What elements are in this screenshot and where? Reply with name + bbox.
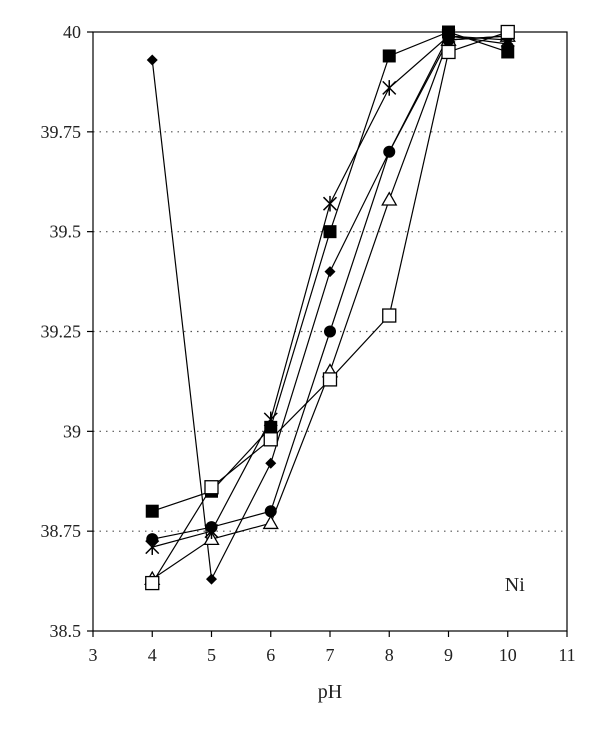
data-point: [204, 480, 219, 495]
x-tick-label: 3: [89, 645, 98, 665]
data-point: [145, 504, 159, 518]
data-point: [322, 372, 338, 387]
data-point: [501, 45, 515, 59]
data-point: [324, 266, 336, 278]
data-point: [382, 49, 396, 63]
data-point: [442, 33, 455, 46]
x-axis-label: pH: [318, 681, 342, 703]
series-circle-filled: [146, 29, 514, 546]
series-diamond-filled: [146, 30, 514, 585]
data-point: [146, 54, 158, 66]
data-point: [381, 191, 398, 206]
x-tick-label: 9: [444, 645, 453, 665]
series-square-open: [145, 24, 515, 591]
data-point: [383, 145, 396, 158]
y-tick-label: 39.5: [50, 222, 82, 242]
series-line: [152, 35, 508, 548]
data-point: [263, 432, 278, 447]
x-tick-label: 10: [499, 645, 517, 665]
y-tick-label: 39.75: [41, 122, 82, 142]
series-triangle-open: [144, 27, 516, 585]
data-point: [265, 457, 277, 469]
y-tick-label: 38.75: [41, 521, 82, 541]
data-point: [324, 325, 336, 338]
data-point: [205, 521, 218, 534]
annotation-ni: Ni: [505, 574, 525, 596]
x-tick-label: 7: [326, 645, 335, 665]
series-line: [152, 35, 508, 540]
x-axis: 3 4 5 6 7 8 9 10 11: [89, 631, 576, 665]
x-tick-label: 8: [385, 645, 394, 665]
y-axis: 38.5 38.75 39 39.25 39.5 39.75 40: [41, 22, 93, 641]
y-tick-label: 39: [63, 421, 81, 441]
data-point: [264, 420, 278, 434]
series-star: [145, 28, 515, 555]
data-point: [263, 411, 278, 428]
x-tick-label: 5: [207, 645, 216, 665]
series-group: [144, 24, 516, 591]
data-point: [323, 225, 337, 239]
data-point: [145, 575, 160, 591]
x-tick-label: 4: [148, 645, 157, 665]
y-tick-label: 40: [63, 22, 81, 42]
data-point: [262, 514, 279, 530]
x-tick-label: 6: [266, 645, 275, 665]
x-tick-label: 11: [558, 645, 575, 665]
series-line: [151, 31, 508, 584]
data-point: [441, 44, 456, 60]
data-point: [206, 573, 217, 585]
data-point: [382, 80, 397, 96]
y-tick-label: 38.5: [50, 621, 82, 641]
data-point: [322, 195, 338, 212]
data-point: [264, 505, 277, 518]
data-point: [382, 308, 397, 323]
data-point: [500, 24, 515, 40]
y-tick-label: 39.25: [41, 322, 82, 342]
data-point: [146, 533, 159, 546]
